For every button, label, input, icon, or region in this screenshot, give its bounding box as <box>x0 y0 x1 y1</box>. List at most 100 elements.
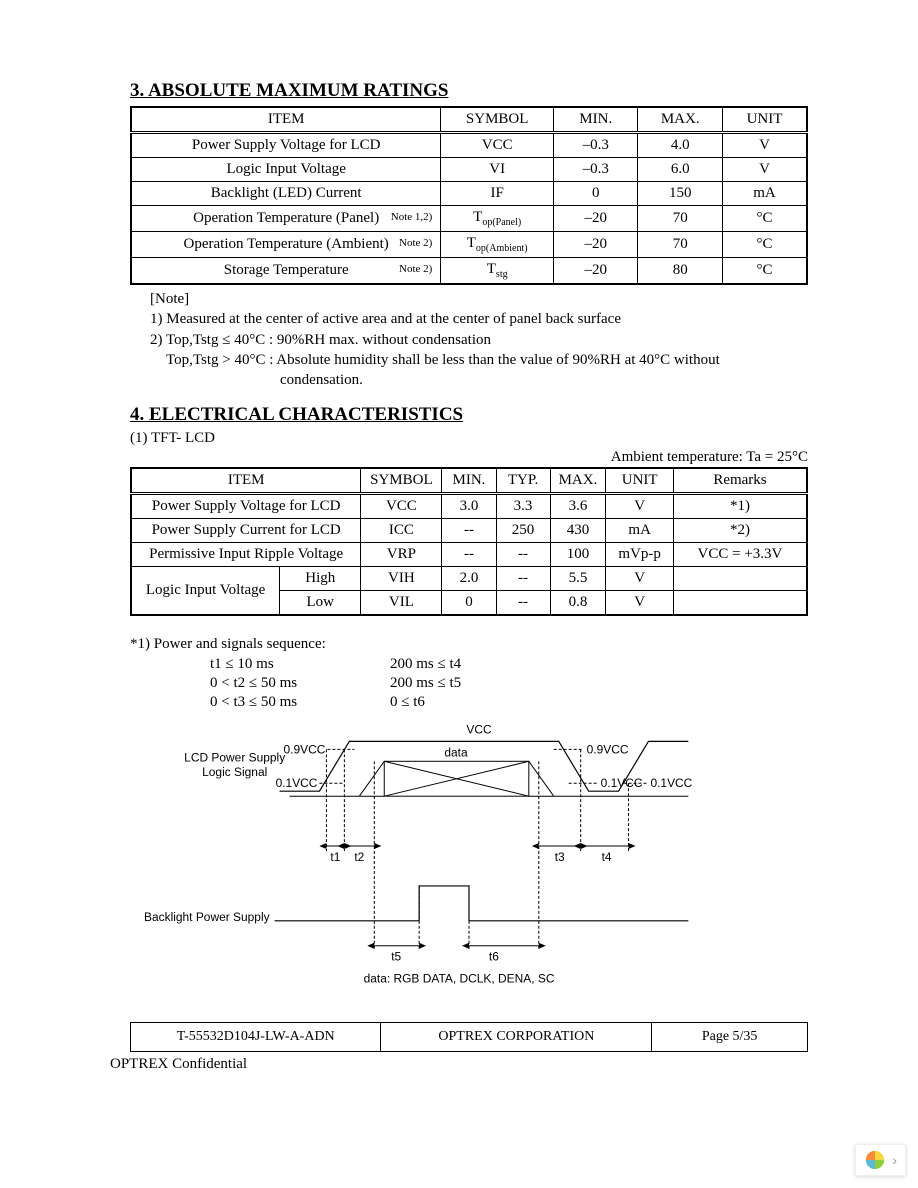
cell: Power Supply Voltage for LCD <box>192 137 381 153</box>
cell: 70 <box>638 206 722 232</box>
cell: T <box>473 209 482 225</box>
cell: Logic Input Voltage <box>226 161 345 177</box>
cell: V <box>606 567 674 591</box>
cell: VI <box>441 158 554 182</box>
cell: -- <box>496 543 550 567</box>
note-2c: condensation. <box>280 370 808 390</box>
cell: Operation Temperature (Ambient) <box>184 236 389 252</box>
cell: V <box>722 133 807 158</box>
cell: –0.3 <box>554 133 638 158</box>
cell: 0 <box>442 591 496 616</box>
cell: 150 <box>638 182 722 206</box>
col-min: MIN. <box>442 468 496 494</box>
footer-company: OPTREX CORPORATION <box>381 1023 652 1052</box>
cell: T <box>467 235 476 251</box>
table-row: Storage TemperatureNote 2) Tstg –20 80 °… <box>131 258 807 285</box>
pinwheel-icon <box>864 1149 886 1171</box>
cell-sub: op(Panel) <box>482 217 521 228</box>
seq-r: 200 ms ≤ t5 <box>390 675 590 692</box>
table-row: Power Supply Voltage for LCD VCC 3.0 3.3… <box>131 494 807 519</box>
cell: –20 <box>554 258 638 285</box>
col-item: ITEM <box>131 107 441 133</box>
confidential-label: OPTREX Confidential <box>110 1056 808 1073</box>
col-unit: UNIT <box>606 468 674 494</box>
table-row: Logic Input Voltage VI –0.3 6.0 V <box>131 158 807 182</box>
table-row: Permissive Input Ripple Voltage VRP -- -… <box>131 543 807 567</box>
label-data: data <box>444 746 468 760</box>
diagram-caption: data: RGB DATA, DCLK, DENA, SC <box>364 972 555 986</box>
cell: V <box>606 494 674 519</box>
col-max: MAX. <box>550 468 606 494</box>
cell-sub: op(Ambient) <box>476 243 528 254</box>
cell: 3.6 <box>550 494 606 519</box>
cell: Logic Input Voltage <box>131 567 280 616</box>
cell: 3.0 <box>442 494 496 519</box>
cell: mVp-p <box>606 543 674 567</box>
cell: *2) <box>673 519 807 543</box>
table-row: Logic Input Voltage High VIH 2.0 -- 5.5 … <box>131 567 807 591</box>
cell: 80 <box>638 258 722 285</box>
note-ref: Note 1,2) <box>391 211 433 223</box>
electrical-char-table: ITEM SYMBOL MIN. TYP. MAX. UNIT Remarks … <box>130 467 808 616</box>
cell: °C <box>722 232 807 258</box>
cell: 430 <box>550 519 606 543</box>
cell <box>673 591 807 616</box>
label-logic-sig: Logic Signal <box>202 766 267 780</box>
label-vcc: VCC <box>466 723 492 737</box>
cell: 100 <box>550 543 606 567</box>
label-01vcc-b: 0.1VCC <box>601 776 643 790</box>
cell: 2.0 <box>442 567 496 591</box>
note-2a: 2) Top,Tstg ≤ 40°C : 90%RH max. without … <box>150 330 808 350</box>
corner-widget[interactable]: › <box>855 1144 906 1176</box>
col-symbol: SYMBOL <box>441 107 554 133</box>
note-1: 1) Measured at the center of active area… <box>150 309 808 329</box>
cell: °C <box>722 206 807 232</box>
cell: –20 <box>554 232 638 258</box>
cell: ICC <box>361 519 442 543</box>
footer-part: T-55532D104J-LW-A-ADN <box>131 1023 381 1052</box>
section-4-title: 4. ELECTRICAL CHARACTERISTICS <box>130 404 808 426</box>
cell: 0 <box>554 182 638 206</box>
label-t4: t4 <box>602 850 612 864</box>
table-row: Power Supply Current for LCD ICC -- 250 … <box>131 519 807 543</box>
col-typ: TYP. <box>496 468 550 494</box>
label-01vcc-a: 0.1VCC <box>276 776 318 790</box>
col-max: MAX. <box>638 107 722 133</box>
section-3-title: 3. ABSOLUTE MAXIMUM RATINGS <box>130 80 808 102</box>
abs-max-ratings-table: ITEM SYMBOL MIN. MAX. UNIT Power Supply … <box>130 106 808 285</box>
seq-l: t1 ≤ 10 ms <box>210 656 390 673</box>
label-t5: t5 <box>391 950 401 964</box>
cell: VCC <box>361 494 442 519</box>
cell: 70 <box>638 232 722 258</box>
label-09vcc-b: 0.9VCC <box>587 743 629 757</box>
cell: VCC = +3.3V <box>673 543 807 567</box>
cell: mA <box>606 519 674 543</box>
note-ref: Note 2) <box>399 237 432 249</box>
col-symbol: SYMBOL <box>361 468 442 494</box>
cell: –20 <box>554 206 638 232</box>
cell: -- <box>496 591 550 616</box>
cell-sub: stg <box>496 269 508 280</box>
seq-r: 0 ≤ t6 <box>390 694 590 711</box>
seq-l: 0 < t3 ≤ 50 ms <box>210 694 390 711</box>
label-t3: t3 <box>555 850 565 864</box>
col-item: ITEM <box>131 468 361 494</box>
cell: V <box>606 591 674 616</box>
label-lcd-ps: LCD Power Supply <box>184 751 285 765</box>
cell: T <box>487 261 496 277</box>
label-t6: t6 <box>489 950 499 964</box>
cell: Operation Temperature (Panel) <box>193 210 379 226</box>
table-row: Operation Temperature (Ambient) Note 2) T… <box>131 232 807 258</box>
table-row: Backlight (LED) Current IF 0 150 mA <box>131 182 807 206</box>
col-remarks: Remarks <box>673 468 807 494</box>
ambient-temp: Ambient temperature: Ta = 25°C <box>130 449 808 466</box>
table-row: Operation Temperature (Panel) Note 1,2) T… <box>131 206 807 232</box>
cell: VIH <box>361 567 442 591</box>
footer-table: T-55532D104J-LW-A-ADN OPTREX CORPORATION… <box>130 1022 808 1052</box>
cell: Power Supply Current for LCD <box>131 519 361 543</box>
cell: VRP <box>361 543 442 567</box>
cell: VIL <box>361 591 442 616</box>
cell: VCC <box>441 133 554 158</box>
cell: -- <box>442 519 496 543</box>
cell: 5.5 <box>550 567 606 591</box>
